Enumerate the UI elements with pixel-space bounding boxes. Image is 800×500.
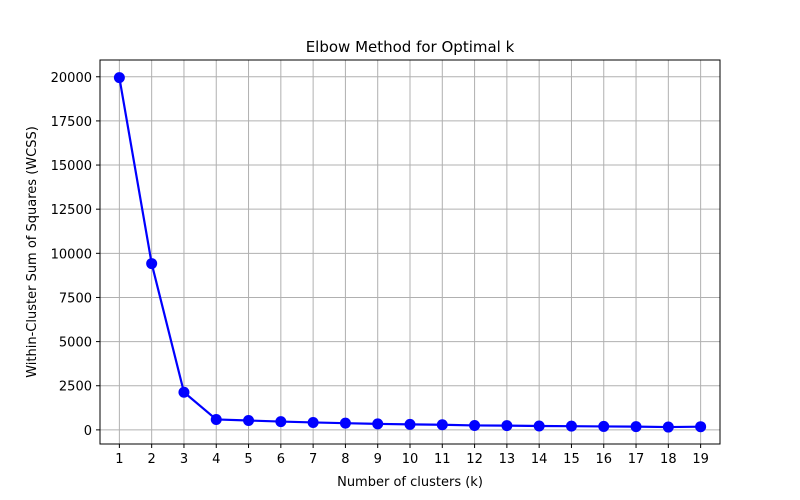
data-point (565, 420, 577, 432)
axis-ticks: 1 2 3 4 5 6 7 8 9 10 11 12 13 14 15 16 17 18 1902500500075… (51, 71, 709, 467)
data-point (243, 415, 255, 427)
x-tick-label: 13 (499, 452, 516, 467)
y-tick-label: 2500 (59, 380, 92, 395)
x-tick-label: 5 (244, 452, 252, 467)
data-point (598, 420, 610, 432)
grid-lines (100, 60, 720, 444)
y-tick-label: 17500 (51, 115, 92, 130)
x-tick-label: 17 (628, 452, 645, 467)
data-point (404, 418, 416, 430)
data-point (113, 72, 125, 84)
y-tick-label: 20000 (51, 71, 92, 86)
data-point (630, 421, 642, 433)
y-axis-label: Within-Cluster Sum of Squares (WCSS) (25, 126, 40, 378)
x-tick-label: 2 (148, 452, 156, 467)
x-tick-label: 14 (531, 452, 548, 467)
series-line-group (113, 72, 707, 433)
data-point (469, 419, 481, 431)
y-tick-label: 15000 (51, 159, 92, 174)
x-tick-label: 11 (434, 452, 451, 467)
x-tick-label: 6 (277, 452, 285, 467)
data-point (662, 421, 674, 433)
data-point (436, 419, 448, 431)
data-point (307, 416, 319, 428)
x-tick-label: 4 (212, 452, 220, 467)
data-point (533, 420, 545, 432)
x-axis-label: Number of clusters (k) (337, 475, 483, 490)
data-point (339, 417, 351, 429)
x-tick-label: 18 (660, 452, 677, 467)
x-tick-label: 19 (692, 452, 709, 467)
data-point (695, 421, 707, 433)
data-point (210, 413, 222, 425)
x-tick-label: 10 (402, 452, 419, 467)
y-tick-label: 10000 (51, 247, 92, 262)
x-tick-label: 3 (180, 452, 188, 467)
data-point (372, 418, 384, 430)
y-tick-label: 5000 (59, 336, 92, 351)
chart-title: Elbow Method for Optimal k (306, 38, 515, 56)
y-tick-label: 12500 (51, 203, 92, 218)
x-tick-label: 8 (341, 452, 349, 467)
data-point (501, 420, 513, 432)
x-tick-label: 9 (374, 452, 382, 467)
y-tick-label: 0 (84, 424, 92, 439)
y-tick-label: 7500 (59, 291, 92, 306)
data-point (178, 386, 190, 398)
x-tick-label: 16 (595, 452, 612, 467)
x-tick-label: 1 (115, 452, 123, 467)
data-point (146, 258, 158, 270)
data-point (275, 416, 287, 428)
x-tick-label: 12 (466, 452, 483, 467)
x-tick-label: 7 (309, 452, 317, 467)
plot-frame (99, 59, 721, 445)
x-tick-label: 15 (563, 452, 580, 467)
